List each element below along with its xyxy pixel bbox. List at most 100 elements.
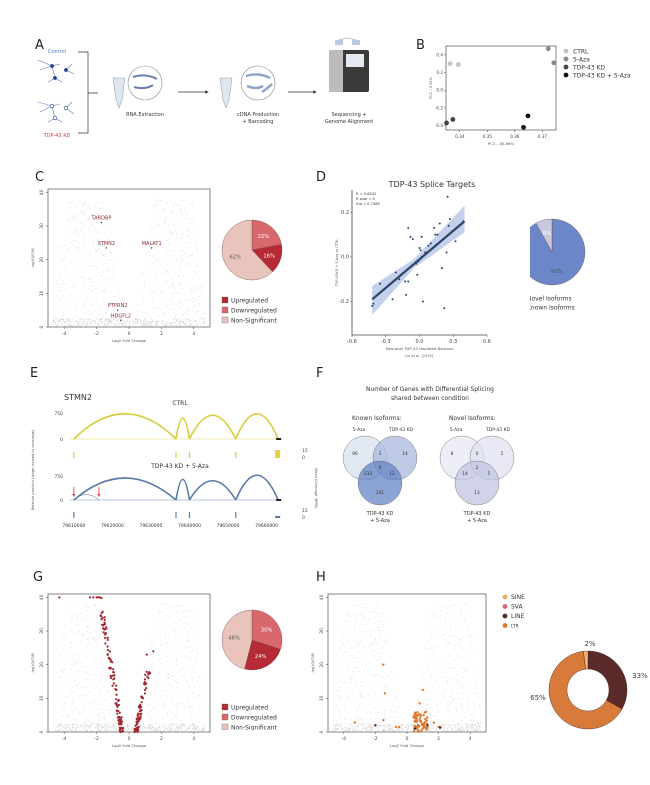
bg-point [58,276,60,278]
bg-point [154,665,156,667]
bg-point [374,617,376,619]
bg-point [431,725,433,727]
bg-point [174,319,176,321]
bg-point [152,667,154,669]
bg-point [144,670,146,672]
bg-point [70,646,72,648]
bg-point [79,724,81,726]
bg-point [139,724,141,726]
bg-point [152,242,154,244]
bg-point [420,670,422,672]
bg-point [108,321,110,323]
bg-point [338,710,340,712]
bg-point [367,683,369,685]
bg-point [424,731,426,733]
bg-point [64,660,66,662]
bg-point [90,731,92,733]
bg-point [193,299,195,301]
legend-marker [502,613,508,619]
bg-point [476,720,478,722]
bg-point [448,643,450,645]
bg-point [170,729,172,731]
bg-point [434,670,436,672]
set-label: TDP-43 KD [463,511,491,517]
bg-point [85,720,87,722]
bg-point [472,691,474,693]
bg-point [197,726,199,728]
bg-point [70,729,72,731]
bg-point [148,724,150,726]
bg-point [182,275,184,277]
bg-point [368,672,370,674]
bg-point [177,642,179,644]
y-tick-label: 40 [39,189,45,195]
bg-point [464,712,466,714]
bg-point [182,201,184,203]
bg-point [77,632,79,634]
bg-point [177,678,179,680]
bg-point [429,622,431,624]
bg-point [138,700,140,702]
bg-point [95,300,97,302]
bg-point [163,324,165,326]
bg-point [383,621,385,623]
bg-point [337,696,339,698]
bg-point [78,712,80,714]
bg-point [152,227,154,229]
bg-point [364,606,366,608]
bg-point [66,727,68,729]
bg-point [446,642,448,644]
bg-point [198,729,200,731]
bg-point [361,702,363,704]
bg-point [67,229,69,231]
bg-point [166,673,168,675]
bg-point [452,692,454,694]
bg-point [92,277,94,279]
bg-point [112,724,115,726]
bg-point [105,721,107,723]
bg-point [164,325,167,327]
known-title: Known Isoforms: [352,415,402,422]
bg-point [183,318,185,320]
bg-point [380,655,382,657]
bg-point [344,655,346,657]
bg-point [182,704,184,706]
bg-point [151,262,153,264]
bg-point [57,315,59,317]
bg-point [204,320,206,322]
bg-point [72,301,74,303]
bg-point [113,308,115,310]
bg-point [466,727,468,729]
bg-point [142,688,144,690]
bg-point [97,213,99,215]
bg-point [146,714,148,716]
x-axis-label: PC1 – 85.86% [488,141,515,146]
bg-point [71,689,73,691]
bg-point [95,299,97,301]
bg-point [98,725,100,727]
data-point [411,238,414,241]
bg-point [102,607,104,609]
bg-point [364,710,366,712]
bg-point [464,622,466,624]
bg-point [183,267,185,269]
bg-point [159,612,161,614]
bg-point [150,320,152,322]
bg-point [150,632,152,634]
bg-point [118,294,120,296]
bg-point [451,694,453,696]
bg-point [377,652,379,654]
bg-point [442,726,444,728]
bg-point [442,634,444,636]
bg-point [91,624,93,626]
bg-point [101,226,103,228]
bg-point [77,296,79,298]
sig-point [143,682,146,685]
bg-point [385,686,387,688]
bg-point [55,319,57,321]
bg-point [186,729,188,731]
bg-point [156,234,158,236]
bg-point [347,714,349,716]
bg-point [188,319,190,322]
bg-point [153,321,155,323]
